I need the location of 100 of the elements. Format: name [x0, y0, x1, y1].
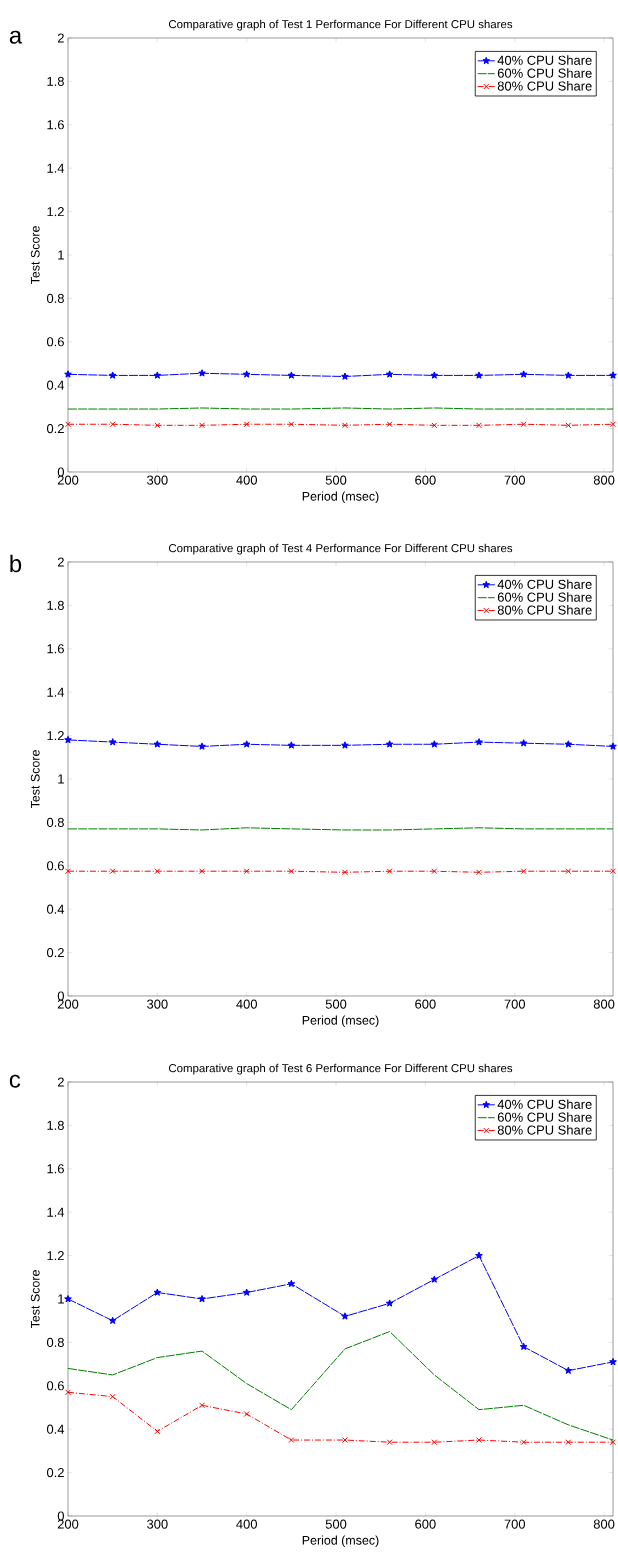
y-tick-label: 0 [57, 1511, 64, 1521]
x-tick-label: 200 [57, 999, 79, 1009]
y-tick-label: 1.2 [47, 731, 64, 741]
point [288, 1437, 295, 1443]
point [475, 1251, 483, 1259]
y-tick-label: 2 [57, 33, 64, 43]
x-tick-label: 300 [146, 999, 168, 1009]
point [243, 421, 250, 428]
chart-title: Comparative graph of Test 4 Performance For Different CPU shares [168, 543, 513, 555]
x-tick-label: 600 [415, 1519, 436, 1529]
point [564, 371, 573, 379]
point [243, 868, 250, 875]
point [198, 1295, 206, 1303]
point [386, 1439, 393, 1446]
point [198, 1402, 205, 1409]
y-tick-label: 0.4 [46, 904, 65, 914]
point [198, 742, 206, 750]
point [64, 735, 72, 744]
y-tick-label: 1.8 [47, 600, 64, 610]
point [609, 742, 617, 750]
x-tick-label: 800 [593, 1519, 615, 1529]
point [154, 422, 161, 429]
point [520, 868, 527, 875]
x-tick-label: 500 [325, 1519, 347, 1529]
point [242, 1288, 251, 1296]
legend-label: 40% CPU Share [497, 55, 592, 65]
point [153, 1288, 162, 1296]
point [341, 372, 349, 380]
x-tick-label: 300 [146, 475, 168, 485]
point [109, 1393, 116, 1400]
legend-label: 80% CPU Share [497, 1125, 592, 1135]
point [430, 740, 439, 748]
point [64, 370, 72, 378]
x-tick-label: 700 [504, 475, 525, 485]
point [386, 868, 393, 875]
point [385, 740, 394, 748]
point [64, 1295, 72, 1303]
point [108, 1316, 117, 1325]
point [341, 422, 348, 429]
point [565, 868, 572, 875]
point [520, 1439, 527, 1446]
point [385, 370, 394, 378]
point [243, 1411, 250, 1417]
y-tick-label: 1.4 [47, 1207, 65, 1217]
legend-label: 40% CPU Share [497, 579, 592, 589]
y-tick-label: 0.8 [46, 293, 64, 303]
point [565, 422, 572, 429]
y-tick-label: 1 [58, 774, 64, 784]
point [109, 421, 116, 428]
y-axis-title: Test Score [30, 226, 40, 285]
point [341, 741, 349, 749]
point [609, 1357, 617, 1366]
y-tick-label: 0.2 [46, 947, 64, 958]
x-tick-label: 400 [236, 475, 257, 485]
point [475, 371, 483, 379]
y-tick-label: 1 [58, 1294, 64, 1304]
y-tick-label: 1.2 [47, 1251, 64, 1261]
point [64, 421, 71, 428]
y-axis-title: Test Score [30, 750, 40, 809]
y-tick-label: 2 [57, 1077, 64, 1087]
x-tick-label: 200 [57, 1519, 79, 1529]
y-tick-label: 1.8 [47, 76, 64, 86]
y-tick-label: 0.8 [46, 1337, 64, 1347]
point [430, 1275, 439, 1283]
y-tick-label: 0.2 [46, 1468, 64, 1478]
point [564, 740, 573, 748]
point [154, 868, 161, 875]
point [609, 421, 616, 428]
point [431, 868, 438, 875]
y-tick-label: 0.8 [46, 817, 64, 827]
y-tick-label: 0.6 [46, 1381, 64, 1391]
point [520, 421, 527, 428]
point [109, 868, 116, 875]
x-axis-title: Period (msec) [302, 1015, 379, 1028]
point [153, 371, 162, 379]
x-tick-label: 700 [504, 999, 525, 1009]
y-tick-label: 0.6 [46, 337, 64, 347]
x-tick-label: 400 [236, 999, 257, 1009]
point [609, 868, 616, 875]
point [154, 1428, 161, 1435]
x-tick-label: 800 [593, 999, 615, 1009]
point [385, 1299, 394, 1307]
x-tick-label: 400 [236, 1519, 257, 1529]
y-tick-label: 0 [57, 991, 64, 1001]
x-tick-label: 500 [325, 475, 347, 485]
point [108, 738, 117, 746]
x-tick-label: 600 [415, 475, 436, 485]
point [519, 1342, 528, 1351]
point [198, 369, 206, 377]
y-tick-label: 2 [57, 557, 64, 567]
y-tick-label: 1.6 [47, 120, 64, 130]
x-tick-label: 300 [146, 1519, 168, 1529]
point [519, 370, 528, 378]
point [430, 371, 439, 379]
point [287, 1279, 296, 1288]
point [288, 421, 295, 428]
point [242, 370, 251, 378]
y-tick-label: 0 [57, 467, 64, 477]
y-tick-label: 0.6 [46, 861, 64, 871]
point [341, 869, 348, 876]
